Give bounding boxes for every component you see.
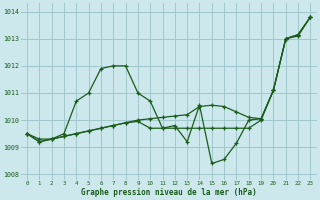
X-axis label: Graphe pression niveau de la mer (hPa): Graphe pression niveau de la mer (hPa) — [81, 188, 257, 197]
